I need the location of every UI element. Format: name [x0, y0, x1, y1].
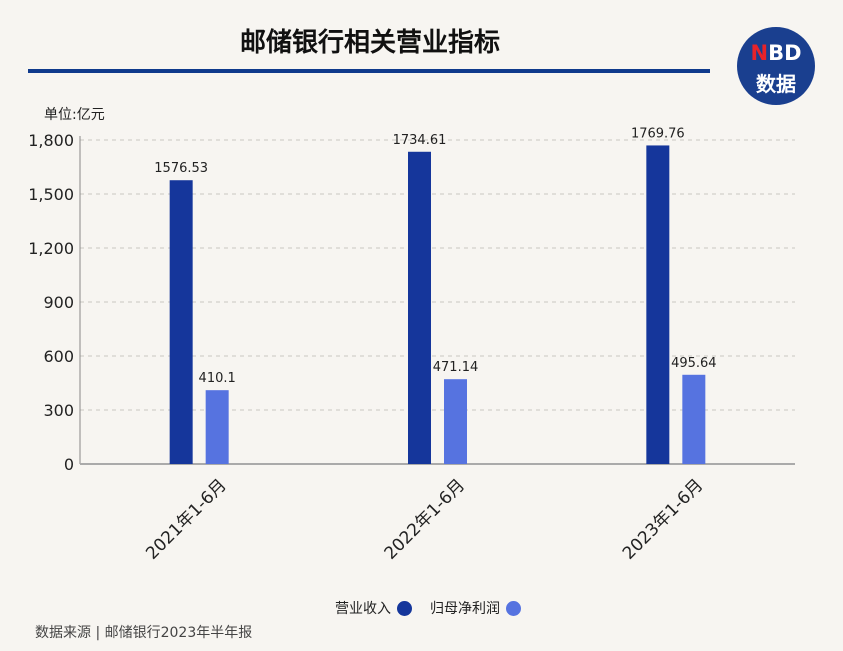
title-underline — [28, 69, 710, 73]
bar-revenue — [646, 145, 670, 464]
page-title: 邮储银行相关营业指标 — [239, 28, 500, 58]
logo-text: 数据 — [756, 72, 796, 96]
y-tick-label: 1,800 — [28, 131, 74, 150]
y-tick-label: 600 — [43, 347, 74, 366]
legend-swatch-revenue — [397, 600, 412, 616]
source-note: 数据来源 | 邮储银行2023年半年报 — [35, 625, 253, 641]
data-label: 1576.53 — [154, 161, 208, 176]
bar-profit — [682, 374, 706, 464]
data-label: 410.1 — [199, 371, 236, 386]
unit-label: 单位:亿元 — [44, 107, 105, 123]
logo-letters-bd: BD — [768, 41, 802, 65]
legend-swatch-profit — [506, 600, 521, 616]
data-label: 471.14 — [433, 360, 479, 375]
y-tick-label: 1,500 — [28, 185, 74, 204]
bar-revenue — [169, 180, 193, 464]
data-label: 495.64 — [671, 356, 717, 371]
x-tick-label: 2022年1-6月 — [381, 475, 469, 563]
bar-revenue — [408, 151, 431, 464]
data-label: 1734.61 — [393, 133, 447, 148]
y-tick-label: 300 — [43, 401, 74, 420]
data-label: 1769.76 — [631, 126, 685, 141]
bar-profit — [444, 379, 467, 464]
x-tick-label: 2023年1-6月 — [619, 475, 707, 563]
legend-label-revenue: 营业收入 — [335, 601, 391, 617]
legend-label-profit: 归母净利润 — [430, 601, 500, 617]
logo-letter-n: N — [750, 41, 769, 65]
x-tick-label: 2021年1-6月 — [142, 475, 230, 563]
y-tick-label: 1,200 — [28, 239, 74, 258]
legend: 营业收入 归母净利润 — [335, 598, 539, 618]
y-tick-label: 0 — [64, 455, 74, 474]
y-tick-label: 900 — [43, 293, 74, 312]
nbd-logo: NBD 数据 — [737, 27, 815, 105]
bar-profit — [205, 390, 229, 464]
